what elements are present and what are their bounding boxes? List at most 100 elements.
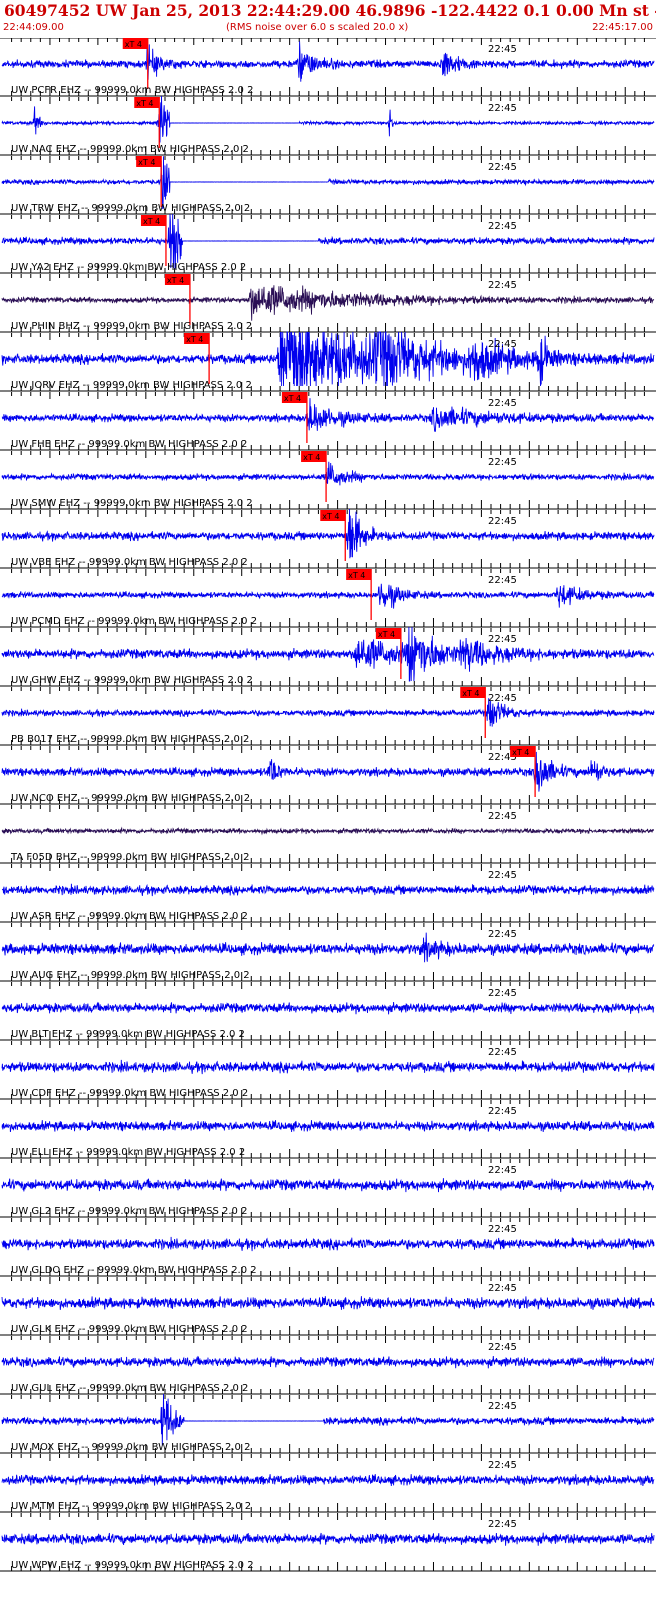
waveform [1,932,655,963]
station-label: UW ASR EHZ -- 99999.0km BW HIGHPASS 2.0 … [11,911,248,922]
pick-flag [460,687,486,698]
pick-flag [320,510,346,521]
minute-label: 22:45 [488,1342,517,1353]
minute-label: 22:45 [488,634,517,645]
minute-label: 22:45 [488,1401,517,1412]
minute-label: 22:45 [488,339,517,350]
station-label: UW GLDO EHZ -- 99999.0km BW HIGHPASS 2.0… [11,1265,257,1276]
trace-16: 22:45 UW BLT EHZ -- 99999.0km BW HIGHPASS… [0,982,656,1041]
waveform [1,285,655,321]
waveform [1,1296,655,1310]
station-label: UW ELL EHZ -- 99999.0km BW HIGHPASS 2.0 … [11,1147,245,1158]
end-time: 22:45:17.00 [592,22,653,33]
minute-label: 22:45 [488,457,517,468]
station-label: UW MTM EHZ -- 99999.0km BW HIGHPASS 2.0 … [11,1501,251,1512]
trace-10: 22:45 xT 4 UW GHW EHZ -- 99999.0km BW HIGH… [0,626,656,687]
minute-label: 22:45 [488,221,517,232]
trace-8: 22:45 xT 4 UW VBE EHZ -- 99999.0km BW HIGH… [0,508,656,569]
station-label: UW NCO EHZ -- 99999.0km BW HIGHPASS 2.0 … [11,793,250,804]
station-label: UW MOX EHZ -- 99999.0km BW HIGHPASS 2.0 … [11,1442,250,1453]
station-label: UW GLK EHZ -- 99999.0km BW HIGHPASS 2.0 … [11,1324,248,1335]
station-label: UW WPW EHZ -- 99999.0km BW HIGHPASS 2.0 … [11,1560,254,1571]
station-label: UW VBE EHZ -- 99999.0km BW HIGHPASS 2.0 … [11,557,248,568]
trace-17: 22:45 UW CDF EHZ -- 99999.0km BW HIGHPASS… [0,1041,656,1100]
pick-label: xT 4 [284,394,301,403]
rms-note: (RMS noise over 6.0 s scaled 20.0 x) [226,22,409,33]
trace-18: 22:45 UW ELL EHZ -- 99999.0km BW HIGHPASS… [0,1100,656,1159]
trace-2: 22:45 xT 4 UW TRW EHZ -- 99999.0km BW HIGH… [0,156,656,215]
minute-label: 22:45 [488,988,517,999]
trace-6: 22:45 xT 4 UW FHE EHZ -- 99999.0km BW HIGH… [0,392,656,451]
station-label: UW TRW EHZ -- 99999.0km BW HIGHPASS 2.0 … [11,203,250,214]
waveform [1,156,655,210]
waveform [1,461,655,486]
pick-flag [122,38,148,49]
waveform [1,1178,655,1193]
station-label: PB B017 EHZ -- 99999.0km BW HIGHPASS 2.0… [11,734,249,745]
waveform [1,1474,655,1487]
trace-1: 22:45 xT 4 UW NAC EHZ -- 99999.0km BW HIGH… [0,95,656,156]
waveform [1,826,654,836]
trace-0: 22:45 xT 4 UW PCFR EHZ -- 99999.0km BW HIG… [0,38,656,97]
header: 60497452 UW Jan 25, 2013 22:44:29.00 46.… [0,0,656,39]
pick-label: xT 4 [186,335,203,344]
trace-20: 22:45 UW GLDO EHZ -- 99999.0km BW HIGHPAS… [0,1218,656,1277]
waveform [1,751,655,792]
pick-label: xT 4 [348,571,365,580]
minute-label: 22:45 [488,811,517,822]
waveform [1,41,655,82]
waveform [1,1532,655,1546]
trace-9: 22:45 xT 4 UW PCMD EHZ -- 99999.0km BW HIG… [0,569,656,628]
pick-flag [510,746,536,757]
waveform [1,398,655,433]
pick-label: xT 4 [512,748,529,757]
trace-15: 22:45 UW AUG EHZ -- 99999.0km BW HIGHPASS… [0,923,656,982]
waveform [1,583,655,609]
station-label: UW GHW EHZ -- 99999.0km BW HIGHPASS 2.0 … [11,675,253,686]
station-label: UW JORV EHZ -- 99999.0km BW HIGHPASS 2.0… [11,380,252,391]
pick-label: xT 4 [322,512,339,521]
pick-label: xT 4 [303,453,320,462]
minute-label: 22:45 [488,929,517,940]
station-label: UW PHIN BHZ -- 99999.0km BW HIGHPASS 2.0… [11,321,252,332]
waveform [1,883,655,897]
minute-label: 22:45 [488,752,517,763]
minute-label: 22:45 [488,162,517,173]
waveform [1,626,655,682]
station-label: UW YA2 EHZ -- 99999.0km BW HIGHPASS 2.0 … [11,262,246,273]
pick-flag [375,628,401,639]
station-label: UW NAC EHZ -- 99999.0km BW HIGHPASS 2.0 … [11,144,249,155]
waveform [1,213,655,269]
station-label: UW PCFR EHZ -- 99999.0km BW HIGHPASS 2.0… [11,85,253,96]
minute-label: 22:45 [488,1224,517,1235]
trace-3: 22:45 xT 4 UW YA2 EHZ -- 99999.0km BW HIGH… [0,213,656,274]
pick-label: xT 4 [136,99,153,108]
trace-14: 22:45 UW ASR EHZ -- 99999.0km BW HIGHPASS… [0,864,656,923]
minute-label: 22:45 [488,398,517,409]
trace-11: 22:45 xT 4 PB B017 EHZ -- 99999.0km BW HIG… [0,687,656,746]
trace-13: 22:45 TA F05D BHZ -- 99999.0km BW HIGHPAS… [0,805,656,864]
minute-label: 22:45 [488,1106,517,1117]
trace-22: 22:45 UW GUL EHZ -- 99999.0km BW HIGHPASS… [0,1336,656,1395]
waveform [1,1001,655,1015]
pick-label: xT 4 [167,276,184,285]
minute-label: 22:45 [488,516,517,527]
station-label: UW AUG EHZ -- 99999.0km BW HIGHPASS 2.0 … [11,970,250,981]
pick-flag [140,215,166,226]
pick-flag [281,392,307,403]
pick-label: xT 4 [143,217,160,226]
waveform [1,95,655,143]
waveform [1,331,655,387]
waveform [1,1059,655,1075]
waveform [1,1355,655,1369]
waveform [1,1393,655,1446]
pick-label: xT 4 [462,689,479,698]
waveform [1,508,655,559]
minute-label: 22:45 [488,1519,517,1530]
pick-flag [136,156,162,167]
station-label: UW BLT EHZ -- 99999.0km BW HIGHPASS 2.0 … [11,1029,245,1040]
station-label: UW SMW EHZ -- 99999.0km BW HIGHPASS 2.0 … [11,498,253,509]
pick-flag [301,451,327,462]
trace-24: 22:45 UW MTM EHZ -- 99999.0km BW HIGHPASS… [0,1454,656,1513]
